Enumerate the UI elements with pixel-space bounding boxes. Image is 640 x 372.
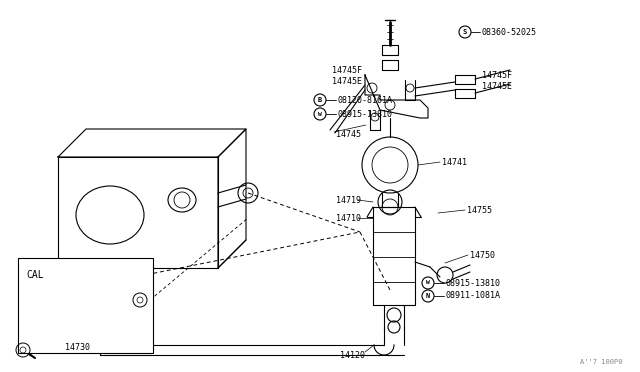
Text: 14730: 14730 (65, 343, 90, 352)
Text: W: W (426, 280, 430, 285)
Text: 08360-52025: 08360-52025 (482, 28, 537, 36)
Text: 14750: 14750 (470, 250, 495, 260)
Text: 08915-13810: 08915-13810 (446, 279, 501, 288)
Text: 08915-13810: 08915-13810 (338, 109, 393, 119)
Text: B: B (318, 97, 322, 103)
Text: 14710: 14710 (336, 214, 361, 222)
FancyBboxPatch shape (18, 258, 153, 353)
Text: W: W (318, 112, 322, 116)
Text: 14745E: 14745E (482, 81, 512, 90)
Text: 14745F: 14745F (332, 65, 362, 74)
Text: 14745F: 14745F (482, 71, 512, 80)
Text: 08120-8161A: 08120-8161A (338, 96, 393, 105)
Text: CAL: CAL (26, 270, 44, 280)
Text: 14741: 14741 (442, 157, 467, 167)
Text: 08911-1081A: 08911-1081A (446, 292, 501, 301)
Text: 14745E: 14745E (332, 77, 362, 86)
Text: 14719: 14719 (336, 196, 361, 205)
Text: 14755: 14755 (467, 205, 492, 215)
Text: N: N (426, 293, 430, 299)
Text: 14745: 14745 (336, 129, 361, 138)
Text: 14120: 14120 (340, 350, 365, 359)
Text: S: S (463, 29, 467, 35)
Text: A''7 100P0: A''7 100P0 (580, 359, 623, 365)
